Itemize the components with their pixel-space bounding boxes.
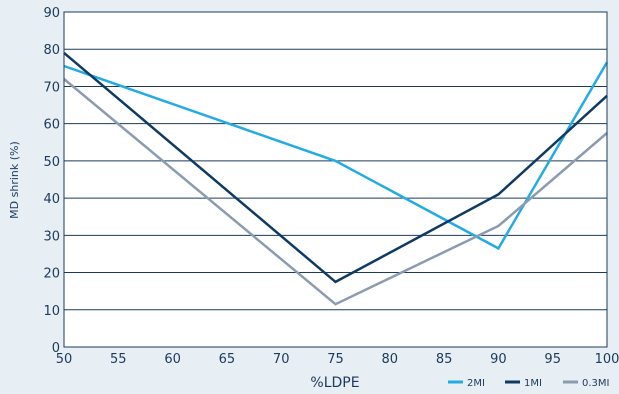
series-line-1mi	[63, 51, 608, 284]
legend-label: 2MI	[467, 378, 485, 389]
y-tick-label: 90	[43, 6, 60, 21]
y-tick-label: 70	[43, 80, 60, 95]
y-tick-label: 50	[43, 155, 60, 170]
legend-label: 1MI	[524, 378, 542, 389]
legend-label: 0.3MI	[582, 378, 609, 389]
x-tick-label: 100	[595, 352, 619, 367]
y-tick-label: 40	[43, 192, 60, 207]
y-tick-label: 30	[43, 229, 60, 244]
plot-area	[64, 12, 607, 347]
y-tick-label: 0	[52, 341, 60, 356]
x-tick-labels: 50 55 60 65 70 75 80 85 90 95 100	[56, 352, 619, 367]
legend: 2MI 1MI 0.3MI	[448, 378, 609, 389]
x-tick-label: 65	[219, 352, 236, 367]
y-tick-label: 80	[43, 43, 60, 58]
x-tick-label: 75	[327, 352, 344, 367]
y-axis-title: MD shrink (%)	[8, 141, 21, 219]
series-line-0-3mi	[63, 78, 608, 306]
series-line-2mi	[63, 61, 609, 251]
series-lines	[63, 51, 609, 306]
x-tick-label: 60	[164, 352, 181, 367]
y-tick-labels: 0 10 20 30 40 50 60 70 80 90	[43, 6, 60, 356]
plot-border	[63, 11, 608, 348]
y-tick-label: 20	[43, 267, 60, 282]
x-tick-label: 70	[273, 352, 290, 367]
x-tick-label: 80	[382, 352, 399, 367]
x-tick-label: 90	[490, 352, 507, 367]
x-tick-label: 95	[544, 352, 561, 367]
x-tick-label: 55	[110, 352, 127, 367]
y-tick-label: 60	[43, 118, 60, 133]
x-tick-label: 85	[436, 352, 453, 367]
x-axis-title: %LDPE	[310, 375, 359, 391]
y-tick-label: 10	[43, 304, 60, 319]
x-tick-label: 50	[56, 352, 73, 367]
